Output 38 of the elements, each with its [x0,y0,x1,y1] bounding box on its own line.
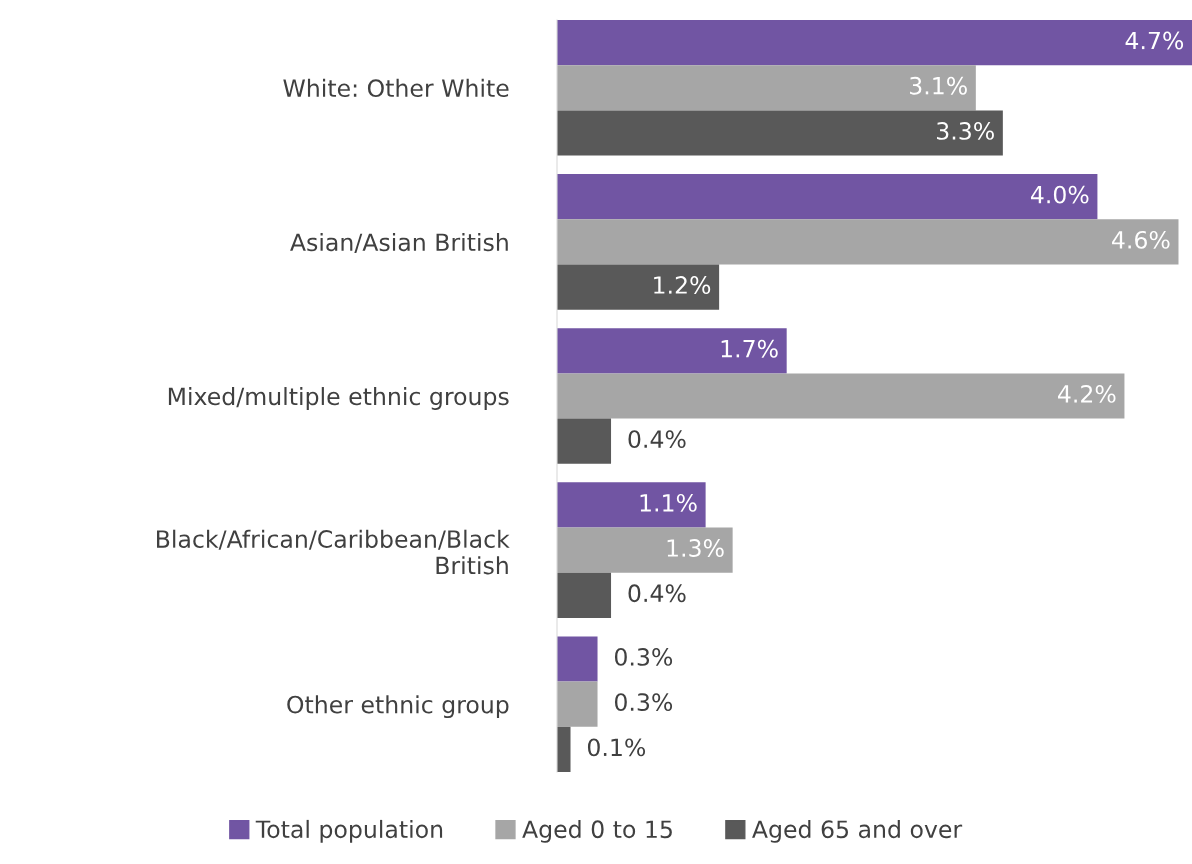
data-label: 4.6% [1112,230,1170,249]
bar [557,373,1125,419]
y-tick-label: Black/African/Caribbean/Black British [157,529,510,575]
bar [557,110,1003,156]
data-label: 1.3% [667,539,724,557]
bar [557,681,598,727]
bar [557,482,706,528]
data-label: 0.4% [628,584,686,603]
data-label: 4.0% [1030,185,1089,204]
data-label: 4.7% [1125,31,1184,50]
y-tick-label: White: Other White [283,78,509,98]
data-label: 1.2% [654,276,711,294]
y-tick-label: Asian/Asian British [290,232,508,254]
data-label: 4.2% [1058,384,1116,403]
y-tick-label: Mixed/multiple ethnic groups [168,387,509,410]
bar [557,726,571,772]
y-tick-label: Other ethnic group [287,695,509,719]
legend-label: Total population [255,819,443,843]
data-label: 3.1% [910,76,967,95]
data-label: 0.3% [614,693,673,712]
bar [557,418,612,464]
bar [557,20,1192,66]
data-label: 0.1% [587,738,646,757]
legend-label: Aged 65 and over [752,819,963,843]
bar [557,65,976,111]
bar [557,219,1179,265]
bar [557,572,612,618]
bar [557,328,787,374]
bar [557,264,720,310]
data-label: 0.4% [628,430,686,449]
legend-label: Aged 0 to 15 [522,819,672,843]
data-label: 3.3% [937,122,994,140]
data-label: 1.1% [640,493,697,512]
bar [557,636,598,682]
data-label: 1.7% [721,339,778,358]
bar [557,174,1098,220]
bar [557,527,733,573]
data-label: 0.3% [614,647,673,666]
